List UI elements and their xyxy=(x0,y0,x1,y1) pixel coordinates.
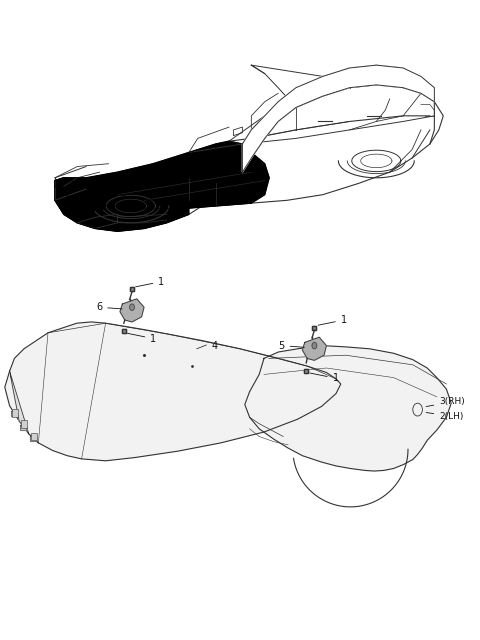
Bar xyxy=(21,420,27,428)
Text: 4: 4 xyxy=(211,340,217,351)
Polygon shape xyxy=(20,425,26,430)
Polygon shape xyxy=(120,299,144,322)
Text: 1: 1 xyxy=(318,315,347,325)
Text: 6: 6 xyxy=(96,302,122,312)
Polygon shape xyxy=(55,141,269,209)
Polygon shape xyxy=(242,65,434,172)
Polygon shape xyxy=(55,85,443,231)
Bar xyxy=(31,433,37,440)
Polygon shape xyxy=(302,337,326,360)
Text: 3(RH): 3(RH) xyxy=(426,397,465,406)
Polygon shape xyxy=(11,411,16,416)
Polygon shape xyxy=(55,178,189,231)
Circle shape xyxy=(130,304,134,310)
Text: 1: 1 xyxy=(128,333,156,344)
Polygon shape xyxy=(10,371,38,443)
Text: 1: 1 xyxy=(136,276,165,287)
Text: 2(LH): 2(LH) xyxy=(426,412,464,420)
Polygon shape xyxy=(5,322,341,461)
Polygon shape xyxy=(30,436,36,441)
Circle shape xyxy=(312,342,317,349)
Text: 5: 5 xyxy=(278,340,304,351)
Bar xyxy=(12,409,18,417)
Polygon shape xyxy=(245,346,451,471)
Text: 1: 1 xyxy=(310,373,339,383)
